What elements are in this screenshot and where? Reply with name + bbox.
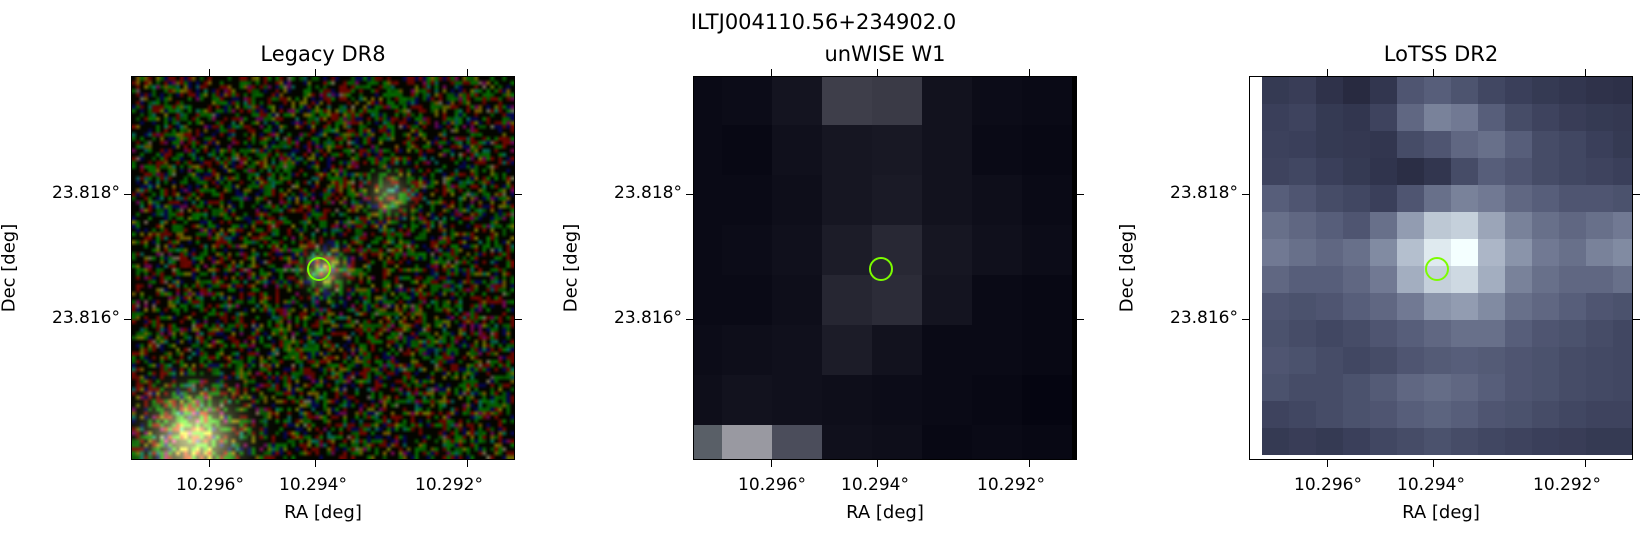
figure-title: ILTJ004110.56+234902.0 [690,10,957,34]
x-tick-mark [1029,460,1031,467]
x-tick-mark [1433,460,1435,467]
x-tick-label: 10.294° [1397,475,1465,495]
x-tick-mark [467,460,469,467]
image-frame [693,76,1077,460]
panel-legacy-dr8: Legacy DR8 23.818° 23.816° 10.296° 10.29… [0,42,522,523]
x-tick-label: 10.296° [1294,475,1362,495]
y-axis-label: Dec [deg] [1116,223,1138,313]
x-tick-label: 10.294° [841,475,909,495]
x-tick-mark [771,460,773,467]
y-tick-label: 23.818° [1170,183,1238,203]
panel-title: unWISE W1 [824,42,946,66]
y-axis-label: Dec [deg] [0,223,20,313]
y-tick-mark [515,194,522,196]
y-tick-mark [1242,319,1249,321]
y-tick-mark [686,319,693,321]
x-tick-mark [877,460,879,467]
x-tick-mark [315,460,317,467]
x-axis-label: RA [deg] [1402,502,1480,523]
x-tick-mark [209,69,211,76]
y-tick-mark [1077,194,1084,196]
x-tick-mark [771,69,773,76]
y-tick-mark [1633,194,1640,196]
y-tick-mark [124,194,131,196]
image-frame [1249,76,1633,460]
x-tick-label: 10.294° [279,475,347,495]
source-marker-circle [869,257,893,281]
x-tick-label: 10.292° [415,475,483,495]
y-tick-mark [686,194,693,196]
y-tick-mark [1633,319,1640,321]
x-axis-label: RA [deg] [284,502,362,523]
x-tick-mark [1327,460,1329,467]
x-tick-mark [1029,69,1031,76]
x-tick-label: 10.296° [176,475,244,495]
y-tick-label: 23.816° [1170,308,1238,328]
panel-title: LoTSS DR2 [1383,42,1499,66]
source-marker-circle [307,257,331,281]
y-tick-mark [1242,194,1249,196]
y-tick-mark [124,319,131,321]
x-tick-mark [209,460,211,467]
y-tick-label: 23.818° [52,183,120,203]
y-tick-mark [515,319,522,321]
x-tick-label: 10.292° [1533,475,1601,495]
panel-title: Legacy DR8 [260,42,386,66]
y-tick-label: 23.816° [614,308,682,328]
x-axis-label: RA [deg] [846,502,924,523]
x-tick-mark [1585,69,1587,76]
y-tick-label: 23.818° [614,183,682,203]
x-tick-mark [467,69,469,76]
x-tick-label: 10.296° [738,475,806,495]
y-axis-label: Dec [deg] [560,223,582,313]
x-tick-mark [1433,69,1435,76]
x-tick-mark [877,69,879,76]
y-tick-mark [1077,319,1084,321]
x-tick-mark [1327,69,1329,76]
x-tick-mark [1585,460,1587,467]
y-tick-label: 23.816° [52,308,120,328]
panel-lotss-dr2: LoTSS DR2 23.818° 23.816° 10.296° 10.294… [1117,42,1640,523]
x-tick-label: 10.292° [977,475,1045,495]
x-tick-mark [315,69,317,76]
image-frame [131,76,515,460]
panel-unwise-w1: unWISE W1 23.818° 23.816° 10.296° 10.294… [561,42,1084,523]
source-marker-circle [1425,257,1449,281]
